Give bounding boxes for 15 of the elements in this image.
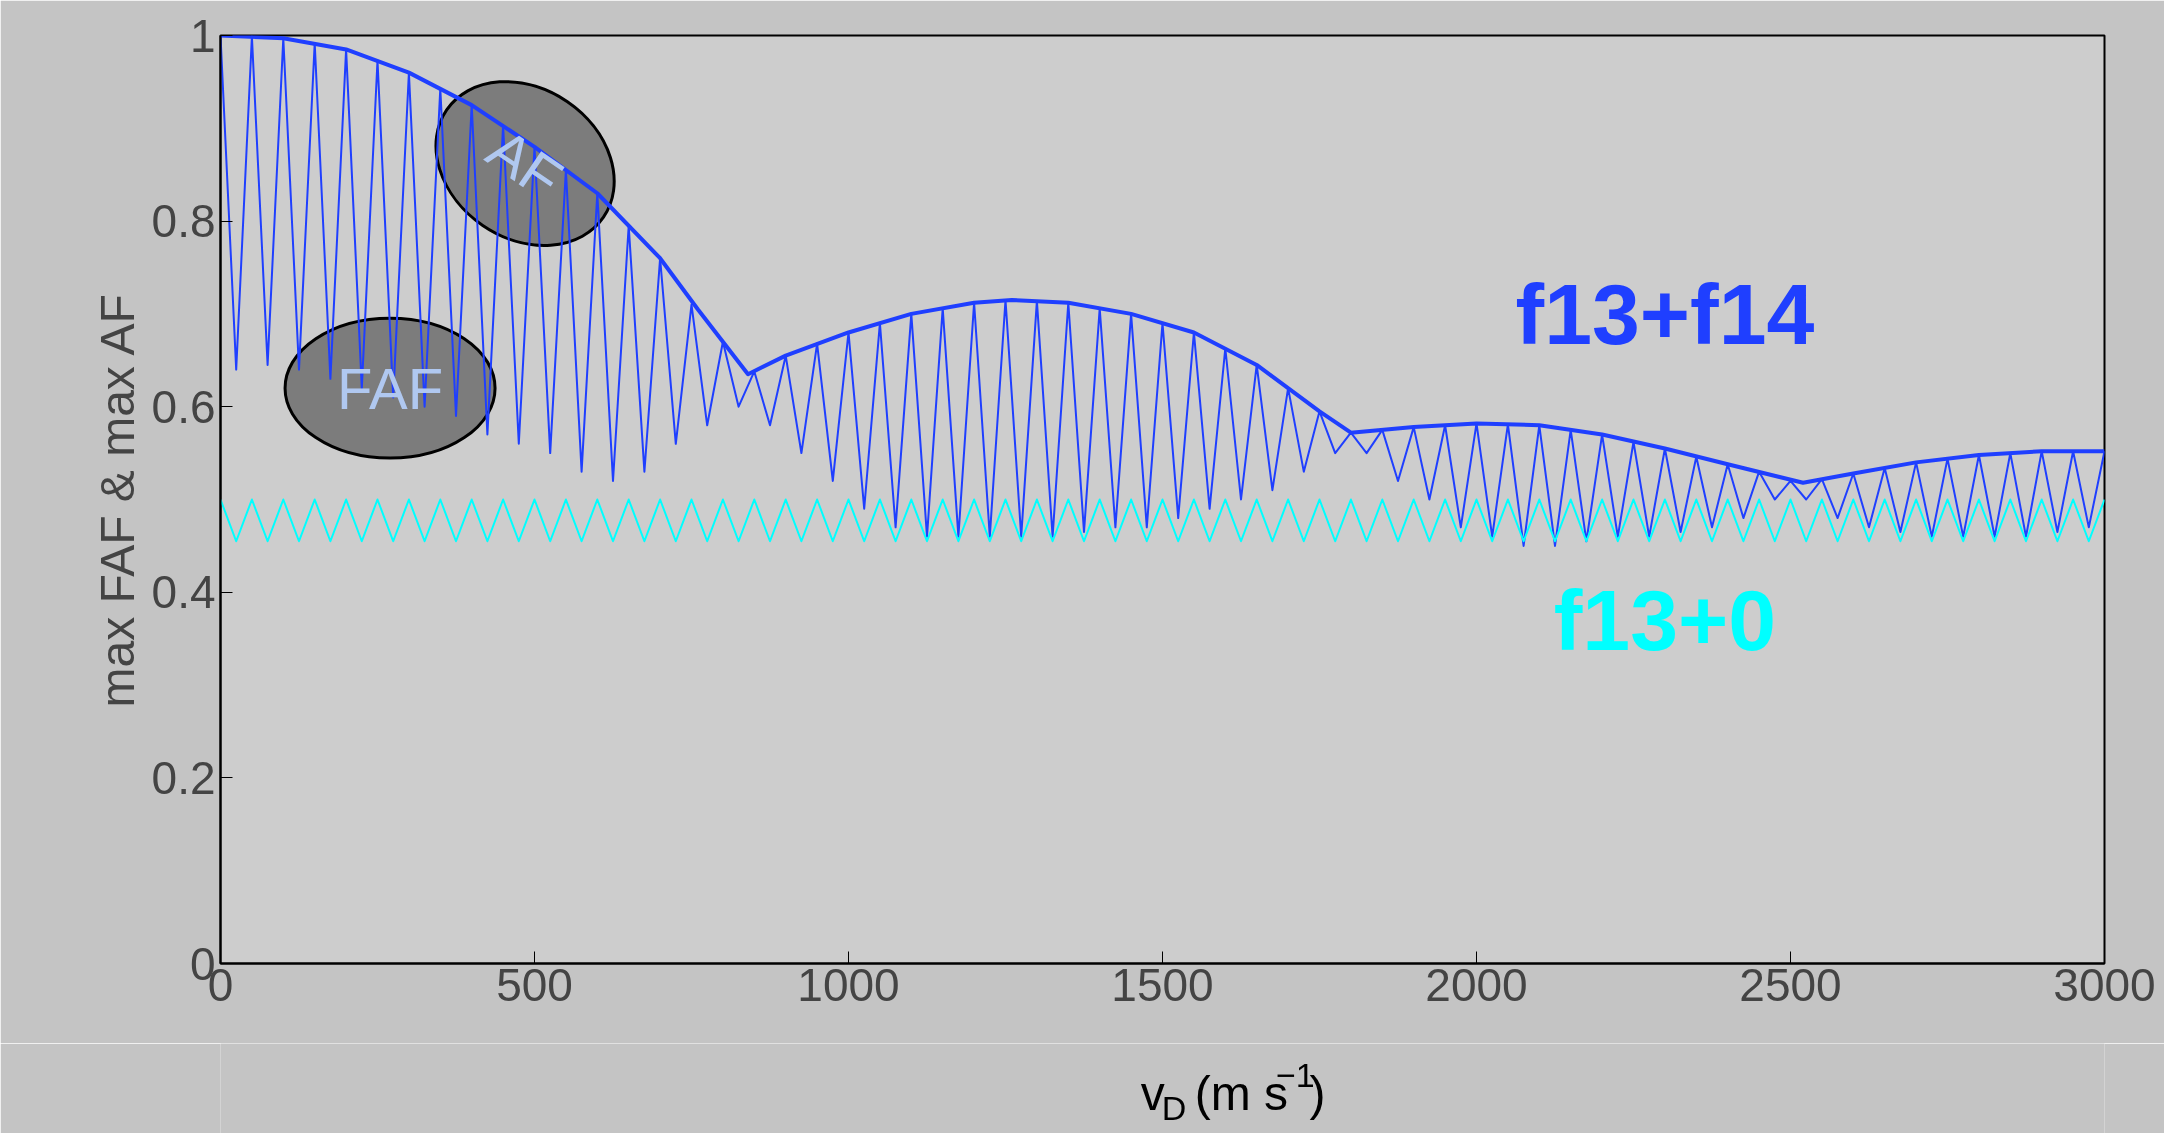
x-tick-label: 3000 xyxy=(2053,958,2156,1011)
x-tick-label: 1500 xyxy=(1111,958,1214,1011)
y-tick-label: 0.4 xyxy=(151,566,216,619)
annotation: AF xyxy=(476,116,574,212)
x-tick-label: 2000 xyxy=(1425,958,1528,1011)
x-tick-label: 2500 xyxy=(1739,958,1842,1011)
y-tick-label: 0.2 xyxy=(151,751,216,804)
y-tick-label: 1 xyxy=(189,9,216,62)
series-label: f13+0 xyxy=(1553,572,1777,669)
series-label: f13+f14 xyxy=(1515,265,1815,362)
y-tick-label: 0.8 xyxy=(151,195,216,248)
y-axis-title: max FAF & max AF xyxy=(90,294,144,708)
x-tick-label: 1000 xyxy=(797,958,900,1011)
y-tick-label: 0.6 xyxy=(151,380,216,433)
x-tick-label: 500 xyxy=(496,958,573,1011)
